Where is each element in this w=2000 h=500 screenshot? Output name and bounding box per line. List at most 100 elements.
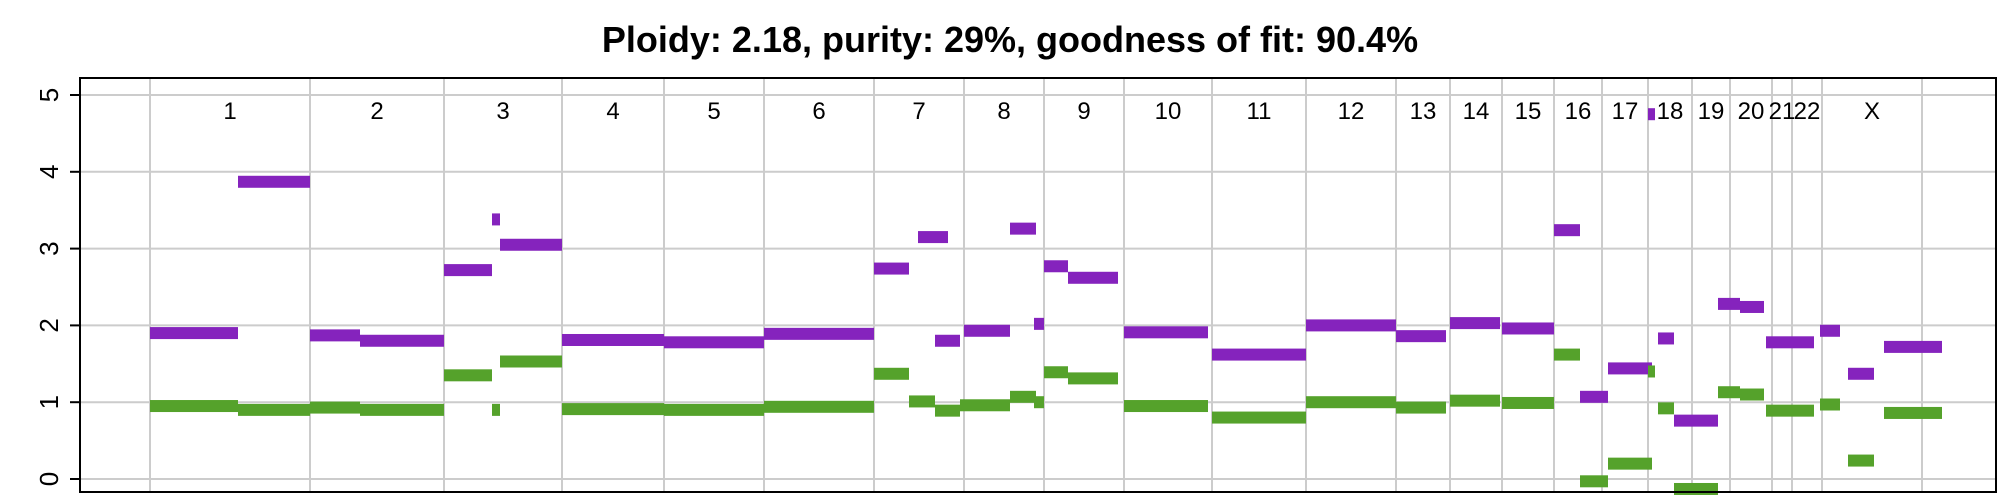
minor-segment-21 (1396, 401, 1446, 414)
chromosome-label-7: 7 (912, 98, 925, 125)
chromosome-label-20: 20 (1738, 98, 1765, 125)
chromosome-label-18: 18 (1657, 98, 1684, 125)
total-segment-33 (1820, 324, 1840, 337)
total-segment-15 (1034, 317, 1044, 330)
chromosome-label-X: X (1864, 98, 1880, 125)
minor-segment-14 (1010, 390, 1036, 403)
total-segment-29 (1674, 414, 1718, 427)
chromosome-label-14: 14 (1463, 98, 1490, 125)
minor-segment-24 (1554, 348, 1580, 361)
minor-segment-12 (935, 404, 960, 417)
minor-segment-15 (1034, 396, 1044, 409)
y-tick-label-3: 3 (34, 241, 64, 255)
total-segment-23 (1502, 322, 1554, 335)
segments (150, 108, 1942, 495)
minor-segment-4 (444, 369, 492, 382)
total-segment-30 (1718, 297, 1740, 310)
total-segment-10 (874, 262, 909, 275)
total-segment-14 (1010, 222, 1036, 235)
minor-segment-28 (1658, 402, 1674, 415)
total-segment-24 (1554, 224, 1580, 237)
total-segment-17 (1068, 271, 1118, 284)
chromosome-label-1: 1 (223, 98, 236, 125)
minor-segment-18 (1124, 400, 1208, 413)
minor-segment-0 (150, 400, 238, 413)
chromosome-label-17: 17 (1612, 98, 1639, 125)
minor-segment-17 (1068, 372, 1118, 385)
total-segment-27 (1648, 108, 1655, 121)
minor-segment-29 (1674, 482, 1718, 495)
total-segment-11 (918, 231, 948, 244)
total-segment-26 (1608, 362, 1652, 375)
total-segment-4 (444, 264, 492, 277)
total-segment-31 (1740, 300, 1764, 313)
total-segment-3 (360, 334, 444, 347)
total-segment-32 (1766, 336, 1814, 349)
minor-segment-8 (664, 403, 764, 416)
chromosome-label-13: 13 (1410, 98, 1437, 125)
minor-segment-7 (562, 403, 664, 416)
total-segment-5 (492, 213, 500, 226)
minor-segment-3 (360, 403, 444, 416)
total-segment-13 (964, 324, 1010, 337)
minor-segment-20 (1306, 396, 1396, 409)
total-segment-22 (1450, 317, 1500, 330)
total-segment-12 (935, 334, 960, 347)
minor-segment-2 (310, 401, 360, 414)
minor-segment-11 (909, 395, 935, 408)
chromosome-label-3: 3 (496, 98, 509, 125)
chromosome-label-10: 10 (1155, 98, 1182, 125)
total-segment-8 (664, 336, 764, 349)
minor-segment-35 (1884, 406, 1942, 419)
total-segment-19 (1212, 348, 1306, 361)
total-segment-7 (562, 333, 664, 346)
minor-segment-23 (1502, 396, 1554, 409)
minor-segment-19 (1212, 411, 1306, 424)
minor-segment-13 (960, 399, 1010, 412)
chromosome-label-19: 19 (1698, 98, 1725, 125)
minor-segment-30 (1718, 386, 1740, 399)
minor-segment-22 (1450, 394, 1500, 407)
y-tick-label-0: 0 (34, 472, 64, 486)
minor-segment-1 (238, 403, 310, 416)
minor-segment-16 (1044, 366, 1068, 379)
minor-segment-6 (500, 355, 562, 368)
chromosome-label-8: 8 (997, 98, 1010, 125)
chromosome-label-12: 12 (1338, 98, 1365, 125)
total-segment-2 (310, 329, 360, 342)
total-segment-34 (1848, 367, 1874, 380)
y-tick-label-4: 4 (34, 165, 64, 179)
minor-segment-34 (1848, 454, 1874, 467)
minor-segment-33 (1820, 398, 1840, 411)
y-tick-label-5: 5 (34, 88, 64, 102)
minor-segment-27 (1648, 365, 1655, 378)
chart-title: Ploidy: 2.18, purity: 29%, goodness of f… (602, 19, 1418, 60)
y-axis: 0 1 2 3 4 5 (34, 88, 80, 486)
chromosome-label-4: 4 (606, 98, 619, 125)
total-segment-1 (238, 175, 310, 188)
minor-segment-31 (1740, 388, 1764, 401)
chromosome-label-9: 9 (1077, 98, 1090, 125)
chromosome-label-16: 16 (1565, 98, 1592, 125)
chromosome-label-5: 5 (707, 98, 720, 125)
y-tick-label-2: 2 (34, 318, 64, 332)
total-segment-25 (1580, 390, 1608, 403)
plot-frame (79, 77, 1997, 493)
minor-segment-25 (1580, 475, 1608, 488)
chromosome-label-6: 6 (812, 98, 825, 125)
total-segment-35 (1884, 340, 1942, 353)
total-segment-21 (1396, 330, 1446, 343)
total-segment-16 (1044, 260, 1068, 273)
total-segment-20 (1306, 319, 1396, 332)
total-segment-9 (764, 327, 874, 340)
chromosome-label-2: 2 (370, 98, 383, 125)
chromosome-label-15: 15 (1515, 98, 1542, 125)
chromosome-label-22: 22 (1794, 98, 1821, 125)
total-segment-6 (500, 238, 562, 251)
total-segment-18 (1124, 326, 1208, 339)
minor-segment-5 (492, 403, 500, 416)
y-tick-label-1: 1 (34, 395, 64, 409)
total-segment-0 (150, 327, 238, 340)
